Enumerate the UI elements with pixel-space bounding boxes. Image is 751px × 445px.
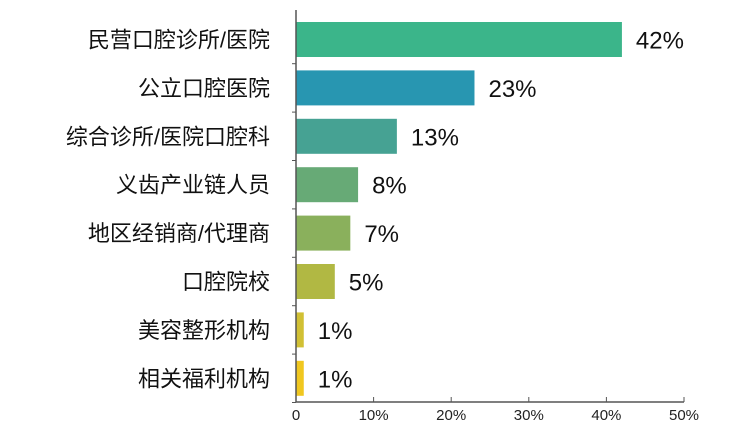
category-label: 地区经销商/代理商	[88, 221, 270, 246]
category-label: 美容整形机构	[138, 318, 270, 343]
category-label: 综合诊所/医院口腔科	[66, 124, 270, 149]
bar	[296, 118, 397, 154]
bar	[296, 312, 304, 348]
value-label: 7%	[364, 221, 399, 248]
x-tick-label: 0	[292, 407, 300, 424]
category-label: 义齿产业链人员	[116, 173, 270, 198]
x-tick-label: 50%	[669, 407, 699, 424]
value-label: 13%	[411, 124, 459, 151]
category-label: 口腔院校	[182, 270, 270, 295]
category-label: 公立口腔医院	[138, 76, 270, 101]
x-tick-label: 40%	[591, 407, 621, 424]
category-label: 相关福利机构	[138, 366, 270, 391]
value-label: 1%	[318, 318, 353, 345]
x-tick-label: 20%	[436, 407, 466, 424]
bar	[296, 215, 351, 251]
bar	[296, 22, 622, 57]
bar	[296, 70, 475, 106]
bar	[296, 360, 304, 396]
x-tick-label: 30%	[514, 407, 544, 424]
bar	[296, 167, 359, 203]
x-tick-label: 10%	[359, 407, 389, 424]
value-label: 1%	[318, 366, 353, 393]
value-label: 23%	[488, 76, 536, 103]
category-label: 民营口腔诊所/医院	[88, 28, 270, 53]
bar	[296, 264, 335, 299]
value-label: 5%	[349, 270, 384, 297]
value-label: 8%	[372, 173, 407, 200]
value-label: 42%	[636, 28, 684, 55]
